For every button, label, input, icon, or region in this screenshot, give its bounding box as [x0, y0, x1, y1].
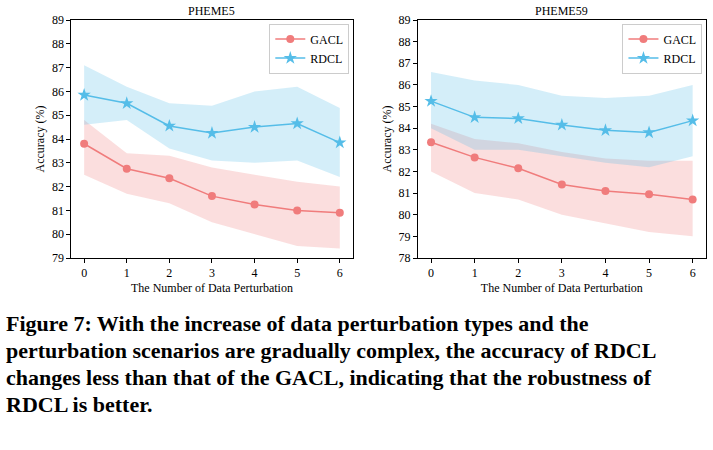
- svg-text:The Number of Data Perturbatio: The Number of Data Perturbation: [481, 281, 643, 295]
- svg-text:6: 6: [337, 266, 343, 280]
- svg-text:2: 2: [515, 266, 521, 280]
- svg-text:1: 1: [124, 266, 130, 280]
- svg-text:5: 5: [646, 266, 652, 280]
- svg-text:4: 4: [602, 266, 608, 280]
- svg-text:87: 87: [399, 56, 411, 70]
- svg-text:87: 87: [52, 61, 64, 75]
- svg-text:89: 89: [399, 13, 411, 27]
- svg-text:86: 86: [399, 78, 411, 92]
- svg-text:0: 0: [81, 266, 87, 280]
- svg-text:0: 0: [428, 266, 434, 280]
- svg-text:81: 81: [399, 186, 411, 200]
- svg-text:5: 5: [294, 266, 300, 280]
- svg-text:3: 3: [559, 266, 565, 280]
- svg-text:2: 2: [166, 266, 172, 280]
- svg-text:85: 85: [399, 100, 411, 114]
- svg-text:RDCL: RDCL: [663, 52, 695, 66]
- html-text:Figure 7: With the increase of: Figure 7: With the increase of data pert…: [6, 311, 656, 417]
- svg-text:Accuracy (%): Accuracy (%): [380, 106, 394, 173]
- svg-text:4: 4: [252, 266, 258, 280]
- svg-text:80: 80: [52, 227, 64, 241]
- svg-text:GACL: GACL: [310, 33, 343, 47]
- svg-text:86: 86: [52, 85, 64, 99]
- svg-text:The Number of Data Perturbatio: The Number of Data Perturbation: [131, 281, 293, 295]
- svg-text:81: 81: [52, 204, 64, 218]
- svg-text:84: 84: [52, 132, 64, 146]
- svg-text:PHEME59: PHEME59: [535, 4, 588, 18]
- svg-text:PHEME5: PHEME5: [188, 4, 235, 18]
- svg-text:79: 79: [399, 230, 411, 244]
- svg-text:84: 84: [399, 121, 411, 135]
- svg-text:82: 82: [52, 180, 64, 194]
- svg-text:89: 89: [52, 13, 64, 27]
- svg-text:79: 79: [52, 251, 64, 265]
- svg-text:1: 1: [472, 266, 478, 280]
- svg-text:80: 80: [399, 208, 411, 222]
- svg-text:78: 78: [399, 251, 411, 265]
- svg-text:83: 83: [52, 156, 64, 170]
- svg-text:82: 82: [399, 165, 411, 179]
- svg-text:Accuracy (%): Accuracy (%): [33, 106, 47, 173]
- svg-text:85: 85: [52, 108, 64, 122]
- svg-text:3: 3: [209, 266, 215, 280]
- svg-text:83: 83: [399, 143, 411, 157]
- svg-text:GACL: GACL: [663, 33, 696, 47]
- svg-text:88: 88: [52, 37, 64, 51]
- svg-text:RDCL: RDCL: [310, 52, 342, 66]
- svg-text:6: 6: [690, 266, 696, 280]
- svg-text:88: 88: [399, 35, 411, 49]
